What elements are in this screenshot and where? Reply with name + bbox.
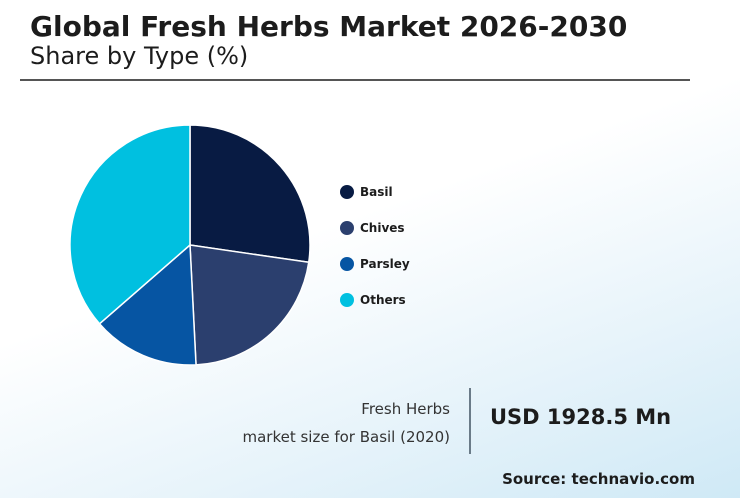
- legend-label: Chives: [360, 221, 405, 235]
- metric-label-line2: market size for Basil (2020): [242, 428, 450, 446]
- legend-item-parsley: Parsley: [340, 246, 410, 282]
- pie-slice-chives: [189, 244, 310, 366]
- metric-divider: [469, 388, 471, 454]
- legend-label: Parsley: [360, 257, 410, 271]
- legend-swatch: [340, 293, 354, 307]
- source-credit: Source: technavio.com: [502, 470, 695, 488]
- pie-slice-basil: [189, 124, 311, 264]
- title-divider: [20, 79, 690, 81]
- legend-swatch: [340, 257, 354, 271]
- legend-item-others: Others: [340, 282, 410, 318]
- legend-swatch: [340, 185, 354, 199]
- metric-label-line1: Fresh Herbs: [361, 400, 450, 418]
- chart-title: Global Fresh Herbs Market 2026-2030: [30, 10, 628, 43]
- legend-label: Basil: [360, 185, 393, 199]
- legend-label: Others: [360, 293, 406, 307]
- chart-legend: Basil Chives Parsley Others: [340, 174, 410, 318]
- legend-item-chives: Chives: [340, 210, 410, 246]
- chart-subtitle: Share by Type (%): [30, 42, 249, 70]
- legend-item-basil: Basil: [340, 174, 410, 210]
- legend-swatch: [340, 221, 354, 235]
- pie-slice-others: [69, 124, 191, 325]
- pie-slice-parsley: [98, 243, 197, 366]
- metric-value: USD 1928.5 Mn: [490, 405, 672, 429]
